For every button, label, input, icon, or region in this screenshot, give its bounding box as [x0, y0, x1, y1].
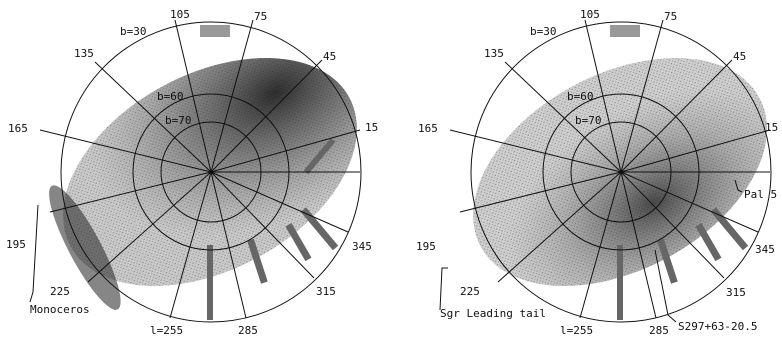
right-annotation-sgr-leading-tail: Sgr Leading tail [440, 307, 546, 320]
left-lon-label-165: 165 [8, 122, 28, 135]
right-lon-label-315: 315 [726, 286, 746, 299]
left-lon-label-45: 45 [323, 50, 336, 63]
left-lon-label-225: 225 [50, 285, 70, 298]
left-lat-label-30: b=30 [120, 25, 147, 38]
right-stripes [610, 25, 749, 320]
right-lat-label-30: b=30 [530, 25, 557, 38]
left-lat-label-70: b=70 [165, 114, 192, 127]
right-lon-label-15: 15 [765, 121, 778, 134]
right-grid [439, 19, 772, 323]
right-lat-label-70: b=70 [575, 114, 602, 127]
right-panel: b=30 b=60 b=70 105 75 45 15 345 315 285 … [416, 8, 778, 337]
left-lon-label-315: 315 [316, 285, 336, 298]
right-annotation-s297: S297+63-20.5 [678, 320, 757, 333]
right-lat-label-60: b=60 [567, 90, 594, 103]
left-stripes [200, 25, 339, 320]
right-lon-label-105: 105 [580, 8, 600, 21]
right-lon-label-45: 45 [733, 50, 746, 63]
right-labels: b=30 b=60 b=70 105 75 45 15 345 315 285 … [416, 8, 778, 337]
right-lon-label-195: 195 [416, 240, 436, 253]
left-lon-label-135: 135 [74, 47, 94, 60]
right-annotation-pal5: Pal 5 [744, 188, 777, 201]
left-annotation-monoceros: Monoceros [30, 303, 90, 316]
right-lon-label-345: 345 [755, 243, 775, 256]
left-lon-label-105: 105 [170, 8, 190, 21]
left-lon-label-195: 195 [6, 238, 26, 251]
right-lon-label-165: 165 [418, 122, 438, 135]
left-grid [29, 19, 362, 323]
left-lon-label-255: l=255 [150, 324, 183, 337]
right-lon-label-285: 285 [649, 324, 669, 337]
left-lat-label-60: b=60 [157, 90, 184, 103]
right-lon-label-225: 225 [460, 285, 480, 298]
right-lon-label-135: 135 [484, 47, 504, 60]
left-lon-label-345: 345 [352, 240, 372, 253]
left-lon-label-75: 75 [254, 10, 267, 23]
left-lon-label-285: 285 [238, 324, 258, 337]
right-lon-label-255: l=255 [560, 324, 593, 337]
right-lon-label-75: 75 [664, 10, 677, 23]
left-lon-label-15: 15 [365, 121, 378, 134]
left-labels: b=30 b=60 b=70 105 75 45 15 345 315 285 … [6, 8, 378, 337]
left-panel: b=30 b=60 b=70 105 75 45 15 345 315 285 … [6, 8, 378, 337]
